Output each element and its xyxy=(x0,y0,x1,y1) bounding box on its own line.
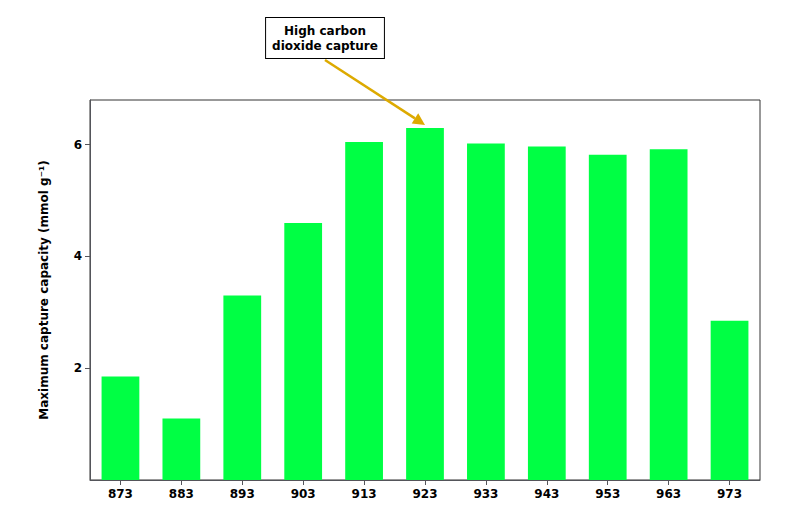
svg-text:913: 913 xyxy=(352,487,377,501)
svg-text:Maximum capture capacity (mmol: Maximum capture capacity (mmol g⁻¹) xyxy=(37,160,51,420)
svg-text:893: 893 xyxy=(230,487,255,501)
svg-text:dioxide capture: dioxide capture xyxy=(272,39,378,53)
svg-text:6: 6 xyxy=(74,138,82,152)
svg-text:903: 903 xyxy=(291,487,316,501)
svg-text:4: 4 xyxy=(74,249,82,263)
svg-text:963: 963 xyxy=(656,487,681,501)
svg-text:933: 933 xyxy=(473,487,498,501)
svg-text:883: 883 xyxy=(169,487,194,501)
svg-text:High carbon: High carbon xyxy=(284,24,366,38)
svg-text:973: 973 xyxy=(717,487,742,501)
svg-text:873: 873 xyxy=(108,487,133,501)
svg-text:943: 943 xyxy=(534,487,559,501)
svg-text:953: 953 xyxy=(595,487,620,501)
svg-text:2: 2 xyxy=(74,361,82,375)
svg-text:923: 923 xyxy=(412,487,437,501)
